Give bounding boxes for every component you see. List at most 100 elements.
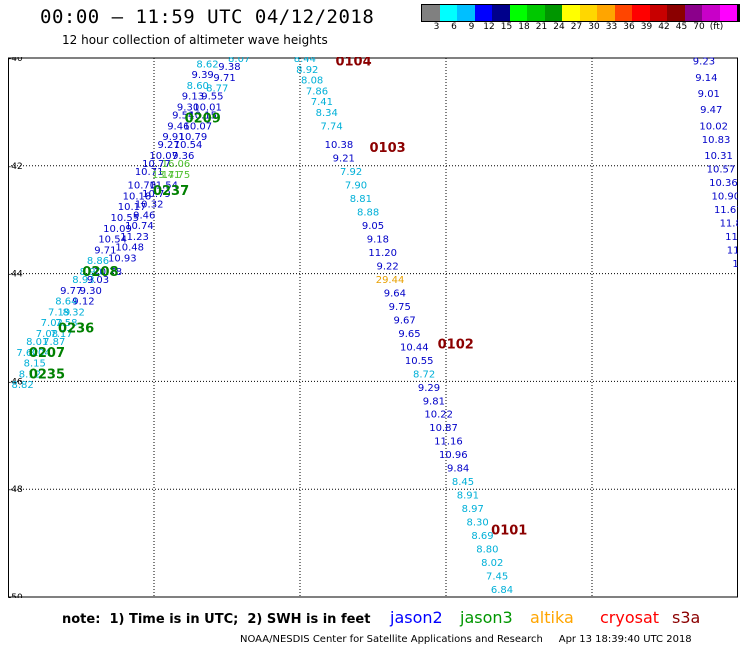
map-grid (8, 57, 738, 598)
map-frame (8, 57, 738, 598)
latitude-tick-label: -40 (8, 57, 23, 64)
wave-height-value: 8.77 (206, 84, 228, 95)
track-time-label: 0104 (335, 57, 371, 70)
wave-height-value: 10.54 (98, 235, 127, 246)
wave-height-value: 7.86 (306, 86, 328, 97)
track-time-label: 0208 (82, 265, 118, 280)
wave-height-value: 16.06 (162, 159, 191, 170)
wave-height-value: 8.02 (481, 558, 503, 569)
wave-height-value: 10.79 (179, 132, 208, 143)
wave-height-value: 9.36 (172, 151, 194, 162)
wave-height-value: 10.54 (174, 140, 203, 151)
color-scale-label: 12 (483, 22, 495, 32)
latitude-tick-label: -46 (8, 377, 23, 387)
wave-height-value: 10.17 (118, 202, 147, 213)
color-swatch (579, 5, 597, 21)
wave-height-value: 1 (732, 259, 738, 270)
color-scale-label: 18 (518, 22, 530, 32)
color-scale-label: 33 (605, 22, 618, 32)
wave-height-value: 7.02 (41, 318, 63, 329)
color-swatch (492, 5, 510, 21)
wave-height-value: 10.96 (439, 450, 468, 461)
wave-height-value: 10.31 (704, 151, 733, 162)
wave-height-value: 10.09 (103, 224, 132, 235)
wave-height-value: 9.01 (698, 89, 720, 100)
page-subtitle: 12 hour collection of altimeter wave hei… (62, 33, 328, 47)
legend-item-altika: altika (530, 608, 574, 627)
color-scale-label: 21 (535, 22, 548, 32)
wave-height-value: 9.84 (447, 464, 469, 475)
color-swatch (439, 5, 457, 21)
wave-height-value: 9.77 (60, 286, 82, 297)
color-swatch (667, 5, 685, 21)
track-time-label: 0237 (153, 184, 189, 199)
wave-height-value: 9.38 (218, 62, 240, 73)
wave-height-value: 9.22 (376, 262, 398, 273)
footer-note: note: 1) Time is in UTC; 2) SWH is in fe… (62, 612, 371, 627)
color-scale-label: 36 (623, 22, 635, 32)
wave-height-value: 7.58 (55, 318, 77, 329)
track-time-label: 0103 (370, 141, 406, 156)
wave-height-value: 7.87 (43, 337, 65, 348)
wave-height-value: 10.02 (699, 121, 728, 132)
wave-height-value: 9.81 (423, 396, 445, 407)
latitude-tick-label: -48 (8, 485, 23, 495)
color-swatch (702, 5, 720, 21)
color-swatch (422, 5, 440, 21)
wave-height-value: 10.77 (142, 159, 171, 170)
wave-height-value: 7.19 (48, 307, 70, 318)
latitude-tick-label: -42 (8, 162, 23, 172)
wave-height-value: 10.93 (108, 253, 137, 264)
wave-height-value: 10.71 (135, 167, 164, 178)
wave-height-value: 8.92 (296, 65, 318, 76)
legend-item-jason2: jason2 (390, 608, 443, 627)
wave-height-value: 9.29 (418, 383, 440, 394)
color-swatch (632, 5, 650, 21)
wave-height-value: 8.69 (471, 531, 493, 542)
wave-height-value: 17.75 (162, 170, 191, 181)
wave-height-value: 9.30 (80, 286, 102, 297)
wave-height-value: 10.57 (707, 164, 736, 175)
wave-height-value: 7.17 (50, 329, 72, 340)
color-swatch (474, 5, 492, 21)
color-scale-label: 39 (640, 22, 653, 32)
wave-height-value: 11.16 (434, 437, 463, 448)
wave-height-value: 9.39 (192, 70, 214, 81)
wave-height-value: 11.67 (714, 205, 738, 216)
wave-height-map: -45-42-39-36-33-30-40-42-44-46-48-50 8.4… (8, 57, 738, 598)
wave-height-value: 8.64 (55, 297, 77, 308)
wave-height-value: 10.15 (188, 111, 217, 122)
wave-height-value: 8.08 (301, 76, 323, 87)
color-swatch (597, 5, 615, 21)
observation-values: 8.448.928.087.867.418.34 7.74 10.38 9.21 7.9… (11, 57, 738, 596)
wave-height-value: 8.60 (187, 81, 209, 92)
wave-height-value: 8.72 (413, 369, 435, 380)
wave-height-value: 7.45 (486, 571, 508, 582)
color-scale-label: 70 (693, 22, 705, 32)
wave-height-value: 8.93 (72, 275, 94, 286)
wave-height-value: 10.38 (325, 140, 354, 151)
wave-height-value: 29.44 (376, 275, 405, 286)
wave-height-value: 11.54 (149, 181, 178, 192)
wave-height-value: 11. (725, 232, 738, 243)
track-time-label: 0102 (438, 338, 474, 353)
wave-height-value: 8.01 (26, 337, 48, 348)
wave-height-value: 8.82 (11, 380, 33, 391)
color-scale-labels: 3 6 9 12 15 18 21 24 27 30 33 36 39 42 45 70 (ft) (421, 22, 740, 34)
color-scale-label: 42 (658, 22, 670, 32)
wave-height-value: 9.27 (157, 140, 179, 151)
wave-height-value: 8.81 (350, 194, 372, 205)
track-time-label: 0207 (29, 346, 65, 361)
color-scale-label: 24 (553, 22, 565, 32)
footer-credit: NOAA/NESDIS Center for Satellite Applica… (240, 634, 692, 645)
wave-height-value: 10.87 (429, 423, 458, 434)
color-swatch (719, 5, 737, 21)
wave-height-value: 9.30 (177, 103, 199, 114)
wave-height-value: 8.88 (357, 208, 379, 219)
wave-height-value: 10.48 (115, 243, 144, 254)
wave-height-value: 10.79 (142, 189, 171, 200)
wave-height-value: 9.54 (172, 111, 194, 122)
wave-height-value: 8.45 (452, 477, 474, 488)
wave-height-value: 10.01 (193, 103, 222, 114)
wave-height-value: 9.67 (394, 315, 416, 326)
